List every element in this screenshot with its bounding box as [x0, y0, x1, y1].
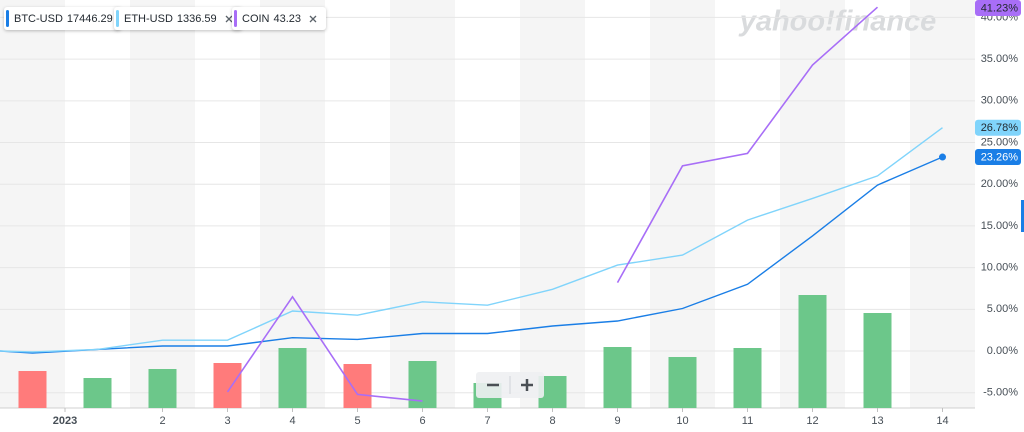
legend-name: BTC-USD — [14, 12, 63, 25]
x-tick-label: 14 — [936, 415, 948, 427]
remove-icon[interactable] — [224, 14, 234, 24]
y-tick-label: 20.00% — [981, 178, 1019, 190]
shade-band — [910, 0, 975, 408]
volume-bar — [148, 369, 177, 408]
y-tick-label: 35.00% — [981, 53, 1019, 65]
volume-bar — [18, 371, 47, 408]
volume-bar — [863, 313, 892, 408]
volume-bar — [603, 347, 632, 408]
x-tick-label: 5 — [354, 415, 360, 427]
x-tick-label: 6 — [419, 415, 425, 427]
x-tick-label: 2023 — [53, 415, 77, 427]
end-label-bg — [975, 119, 1021, 136]
volume-bar — [343, 364, 372, 408]
shade-band — [390, 0, 455, 408]
x-tick-label: 12 — [806, 415, 818, 427]
x-tick-label: 8 — [549, 415, 555, 427]
volume-bar — [733, 348, 762, 408]
remove-icon[interactable] — [308, 14, 318, 24]
x-tick-label: 11 — [742, 415, 753, 427]
remove-glyph — [225, 15, 233, 22]
volume-bar — [278, 348, 307, 408]
watermark: yahoo!finance — [738, 6, 937, 38]
legend-chip[interactable]: BTC-USD 17446.29 — [4, 7, 121, 30]
legend-chip[interactable]: ETH-USD 1336.59 — [114, 7, 242, 30]
legend-name: ETH-USD — [124, 12, 173, 25]
end-label: 23.26% — [981, 151, 1019, 163]
series-line — [0, 127, 943, 353]
end-label: 41.23% — [981, 2, 1019, 14]
shade-band — [260, 0, 325, 408]
remove-glyph — [309, 15, 317, 22]
x-tick-label: 10 — [676, 415, 688, 427]
zoom-controls — [476, 372, 544, 398]
legend-swatch — [6, 10, 9, 27]
y-tick-label: -5.00% — [983, 387, 1018, 399]
end-label: 26.78% — [981, 122, 1019, 134]
x-tick-label: 2 — [159, 415, 165, 427]
series-line — [226, 6, 879, 402]
legend-swatch — [234, 10, 237, 27]
shade-band — [520, 0, 585, 408]
shade-band — [0, 0, 65, 408]
legend-price: 17446.29 — [66, 12, 113, 25]
volume-bar — [83, 378, 112, 408]
scroll-handle — [1021, 200, 1024, 232]
y-tick-label: 5.00% — [987, 303, 1018, 315]
volume-bar — [668, 357, 697, 408]
x-tick-label: 9 — [614, 415, 620, 427]
legend-chip[interactable]: COIN 43.23 — [232, 7, 327, 30]
y-tick-label: 25.00% — [981, 136, 1019, 148]
x-tick-label: 7 — [484, 415, 490, 427]
legend-swatch — [116, 10, 119, 27]
x-tick-label: 13 — [871, 415, 883, 427]
x-tick-label: 3 — [224, 415, 230, 427]
y-tick-label: 10.00% — [981, 262, 1019, 274]
shade-band — [650, 0, 715, 408]
series-line — [0, 156, 943, 354]
end-label-bg — [975, 0, 1021, 16]
last-point — [939, 153, 946, 161]
end-label-bg — [975, 149, 1021, 166]
y-tick-label: 15.00% — [981, 220, 1019, 232]
volume-bar — [798, 295, 827, 408]
y-tick-label: 0.00% — [987, 345, 1018, 357]
legend-price: 1336.59 — [176, 12, 217, 25]
legend-price: 43.23 — [273, 12, 302, 25]
volume-bar — [213, 363, 242, 408]
y-tick-label: 30.00% — [981, 95, 1019, 107]
legend-name: COIN — [242, 12, 270, 25]
x-tick-label: 4 — [289, 415, 295, 427]
